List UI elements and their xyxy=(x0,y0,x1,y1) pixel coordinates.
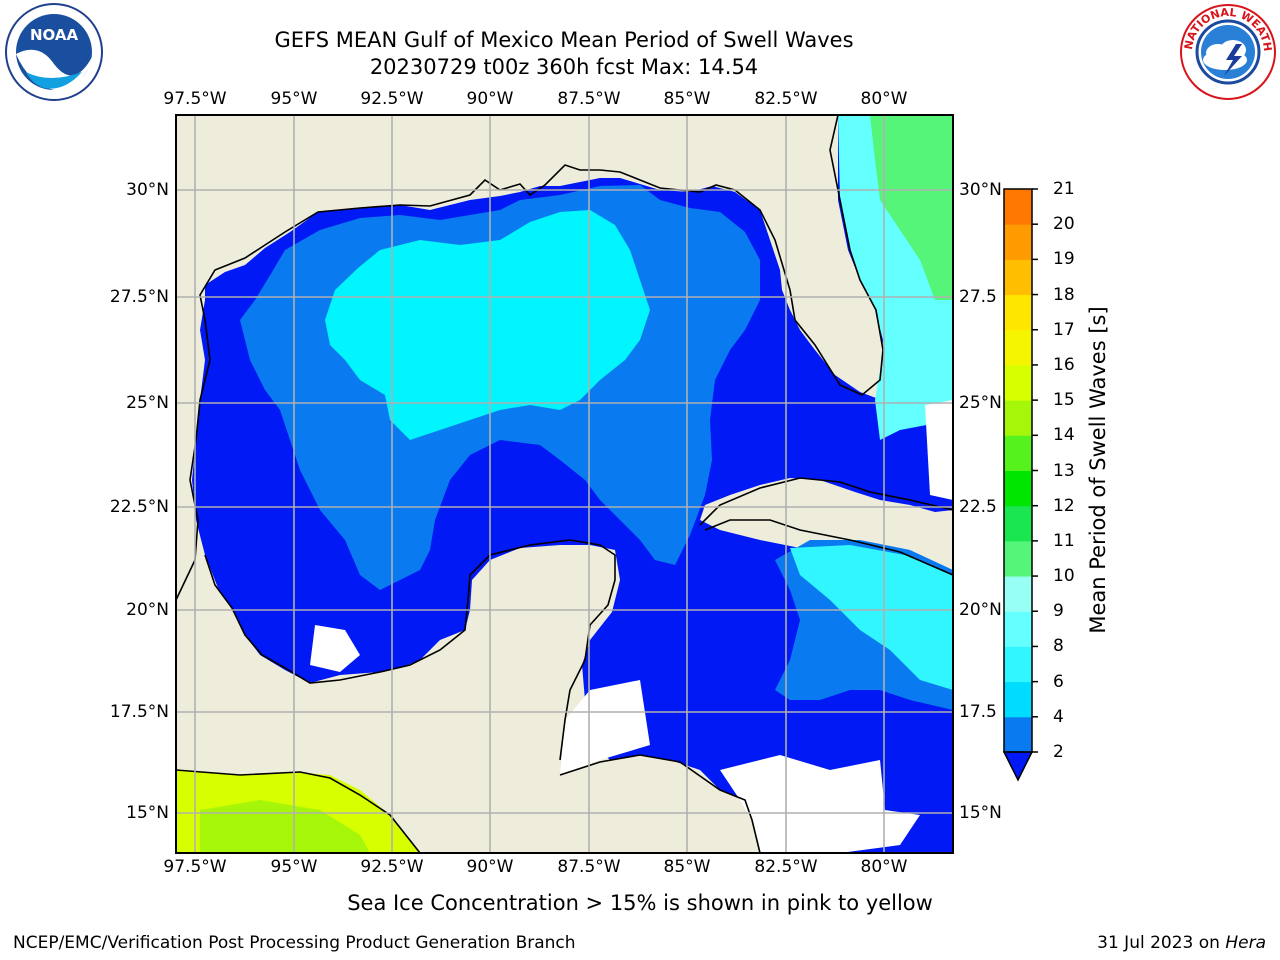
colorbar-segment xyxy=(1004,540,1032,577)
lon-tick-label: 80°W xyxy=(860,89,908,109)
colorbar-segment xyxy=(1004,224,1032,260)
lon-tick-label: 80°W xyxy=(860,857,908,877)
machine-name: Hera xyxy=(1225,933,1266,953)
lat-tick-label: 25°N xyxy=(126,393,169,413)
map-title: GEFS MEAN Gulf of Mexico Mean Period of … xyxy=(274,28,854,52)
lat-tick-label: 30°N xyxy=(126,180,169,200)
run-date-text: 31 Jul 2023 on xyxy=(1097,933,1226,953)
lat-tick-label: 15°N xyxy=(959,803,1002,823)
lon-tick-label: 87.5°W xyxy=(557,89,621,109)
missing-data-patch xyxy=(720,755,920,853)
lat-tick-label: 15°N xyxy=(126,803,169,823)
lon-tick-label: 90°W xyxy=(466,89,514,109)
colorbar-segment xyxy=(1004,329,1032,366)
graticule xyxy=(176,115,953,853)
colorbar-segment xyxy=(1004,294,1032,331)
colorbar-tick-label: 15 xyxy=(1053,390,1075,411)
colorbar-tick-label: 10 xyxy=(1053,566,1075,587)
colorbar-segment xyxy=(1004,259,1032,296)
colorbar-segment xyxy=(1004,716,1032,753)
colorbar-segment xyxy=(1004,611,1032,647)
sea-ice-note: Sea Ice Concentration > 15% is shown in … xyxy=(347,891,933,915)
caribbean-field-period-4-6s xyxy=(790,545,953,690)
gulf-coastline xyxy=(176,115,884,853)
lat-tick-label: 20°N xyxy=(959,600,1002,620)
colorbar-tick-label: 13 xyxy=(1053,460,1075,481)
mexico-coastline xyxy=(204,539,616,761)
colorbar-tick-label: 20 xyxy=(1053,214,1075,235)
lon-tick-label: 85°W xyxy=(663,857,711,877)
lon-tick-label: 85°W xyxy=(663,89,711,109)
noaa-logo: NOAA xyxy=(5,3,103,101)
atlantic-field-period-9-10s xyxy=(870,115,953,300)
missing-data-patch xyxy=(925,400,953,500)
nws-logo: NATIONAL WEATHER SERVICE xyxy=(1178,2,1276,100)
colorbar-tick-label: 14 xyxy=(1053,425,1075,446)
run-date: 31 Jul 2023 on Hera xyxy=(1097,933,1266,953)
lon-tick-label: 95°W xyxy=(270,89,318,109)
colorbar-tick-label: 8 xyxy=(1053,636,1064,657)
cuba-coastline xyxy=(699,477,953,576)
colorbar-segment xyxy=(1004,470,1032,507)
central-america-coastline xyxy=(559,754,761,853)
lon-tick-label: 97.5°W xyxy=(163,857,227,877)
colorbar-tick-label: 4 xyxy=(1053,706,1064,727)
colorbar-tick-label: 17 xyxy=(1053,319,1075,340)
colorbar-segment xyxy=(1004,576,1032,612)
missing-data-patch xyxy=(560,680,650,775)
lat-tick-label: 25°N xyxy=(959,393,1002,413)
colorbar-segment xyxy=(1004,189,1032,225)
colorbar-tick-label: 16 xyxy=(1053,354,1075,375)
lat-tick-label: 30°N xyxy=(959,180,1002,200)
colorbar-under-triangle xyxy=(1002,751,1034,782)
colorbar-tick-label: 21 xyxy=(1053,179,1075,199)
map-frame xyxy=(175,114,954,854)
lon-tick-label: 97.5°W xyxy=(163,89,227,109)
colorbar-segment xyxy=(1004,681,1032,718)
colorbar-tick-label: 6 xyxy=(1053,671,1064,692)
lat-tick-label: 27.5 xyxy=(959,287,997,307)
colorbar xyxy=(1002,188,1038,782)
lat-tick-label: 22.5 xyxy=(959,497,997,517)
lat-tick-label: 20°N xyxy=(126,600,169,620)
lat-tick-label: 17.5 xyxy=(959,702,997,722)
noaa-logo-text: NOAA xyxy=(30,26,79,44)
colorbar-tick-label: 11 xyxy=(1053,530,1075,551)
colorbar-segment xyxy=(1004,505,1032,542)
lon-tick-label: 82.5°W xyxy=(754,857,818,877)
lon-tick-label: 87.5°W xyxy=(557,857,621,877)
colorbar-tick-label: 2 xyxy=(1053,742,1064,762)
colorbar-tick-label: 9 xyxy=(1053,601,1064,622)
map-subtitle: 20230729 t00z 360h fcst Max: 14.54 xyxy=(369,55,759,79)
colorbar-segment xyxy=(1004,364,1032,401)
colorbar-label: Mean Period of Swell Waves [s] xyxy=(1086,306,1110,634)
colorbar-tick-label: 19 xyxy=(1053,249,1075,270)
lat-tick-label: 22.5°N xyxy=(109,497,169,517)
colorbar-segment xyxy=(1004,400,1032,436)
lon-tick-label: 92.5°W xyxy=(360,857,424,877)
lon-tick-label: 92.5°W xyxy=(360,89,424,109)
lon-tick-label: 90°W xyxy=(466,857,514,877)
lon-tick-label: 95°W xyxy=(270,857,318,877)
colorbar-segment xyxy=(1004,646,1032,683)
lon-tick-label: 82.5°W xyxy=(754,89,818,109)
colorbar-tick-label: 18 xyxy=(1053,284,1075,305)
producer-credit: NCEP/EMC/Verification Post Processing Pr… xyxy=(13,933,576,953)
gulf-field-period-4-6s xyxy=(325,210,650,440)
missing-data-patch xyxy=(310,625,360,672)
lat-tick-label: 17.5°N xyxy=(109,702,169,722)
colorbar-segment xyxy=(1004,435,1032,471)
colorbar-tick-label: 12 xyxy=(1053,495,1075,516)
lat-tick-label: 27.5°N xyxy=(109,287,169,307)
